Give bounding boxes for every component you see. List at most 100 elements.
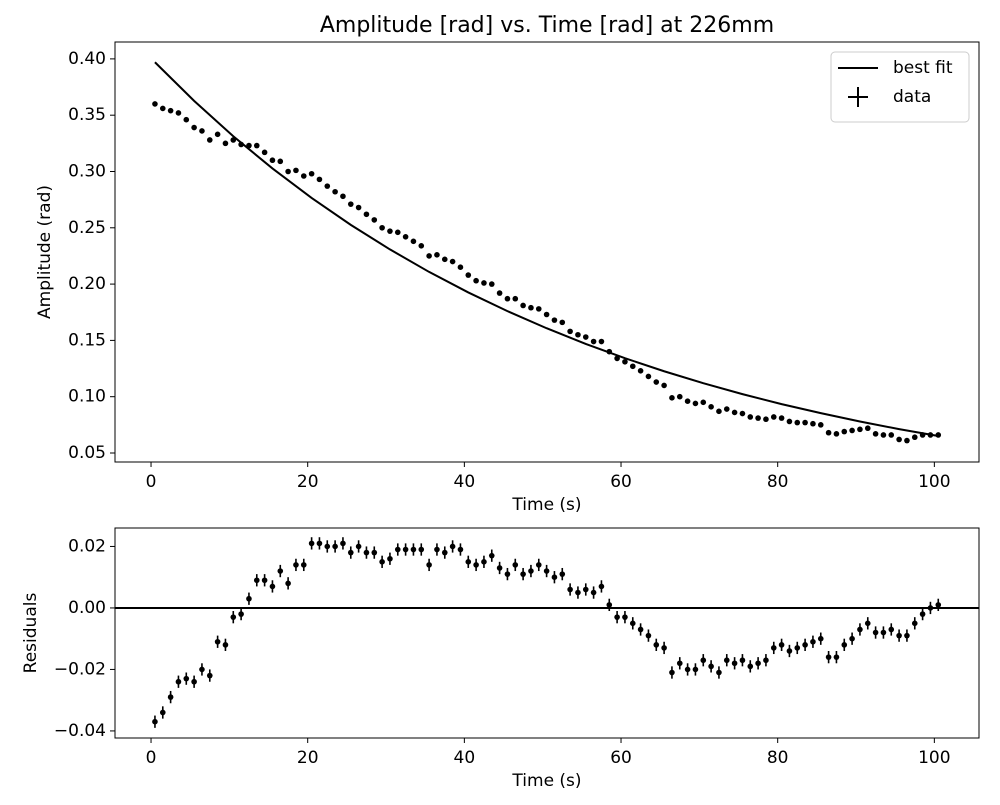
data-point bbox=[904, 437, 910, 444]
data-point bbox=[794, 419, 801, 426]
data-point bbox=[864, 620, 871, 627]
data-point bbox=[739, 410, 746, 417]
y-tick-label: 0.25 bbox=[68, 218, 106, 238]
data-point bbox=[575, 331, 581, 338]
data-point bbox=[394, 229, 401, 236]
data-point bbox=[167, 107, 174, 114]
data-point bbox=[261, 149, 268, 156]
data-point bbox=[739, 657, 746, 664]
data-point bbox=[230, 137, 237, 143]
data-point bbox=[535, 306, 542, 312]
data-point bbox=[473, 277, 479, 284]
data-point bbox=[653, 379, 660, 385]
data-point bbox=[441, 549, 448, 556]
data-point bbox=[230, 614, 237, 620]
data-point bbox=[817, 422, 824, 428]
data-point bbox=[598, 338, 605, 345]
y-tick-label: 0.20 bbox=[68, 274, 106, 294]
data-point bbox=[716, 408, 722, 415]
data-point bbox=[457, 546, 464, 553]
data-point bbox=[175, 678, 182, 685]
legend-label: best fit bbox=[893, 58, 953, 78]
x-tick-label: 100 bbox=[918, 472, 950, 492]
y-tick-label: 0.30 bbox=[68, 161, 106, 181]
data-point bbox=[183, 116, 190, 123]
data-point bbox=[206, 137, 213, 143]
y-tick-label: 0.02 bbox=[68, 536, 106, 556]
data-point bbox=[222, 642, 229, 648]
data-point bbox=[504, 571, 511, 577]
data-point bbox=[637, 367, 644, 374]
data-point bbox=[152, 101, 158, 107]
data-point bbox=[308, 170, 315, 177]
data-point bbox=[269, 157, 276, 164]
data-point bbox=[582, 334, 589, 340]
data-point bbox=[277, 568, 284, 574]
data-point bbox=[191, 678, 197, 685]
data-point bbox=[692, 666, 699, 673]
data-point bbox=[363, 211, 370, 218]
data-point bbox=[708, 404, 714, 410]
data-point bbox=[363, 549, 370, 556]
data-point bbox=[253, 577, 260, 584]
data-point bbox=[802, 419, 808, 426]
data-point bbox=[919, 432, 926, 438]
data-point bbox=[449, 258, 456, 265]
data-point bbox=[488, 281, 495, 287]
data-point bbox=[825, 429, 832, 436]
data-point bbox=[692, 400, 699, 407]
data-point bbox=[747, 414, 754, 420]
data-point bbox=[512, 295, 519, 302]
data-point bbox=[379, 559, 385, 565]
data-point bbox=[434, 252, 440, 258]
data-point bbox=[755, 415, 761, 421]
data-point bbox=[379, 224, 385, 231]
data-point bbox=[661, 645, 667, 651]
data-point bbox=[199, 666, 205, 673]
x-tick-label: 0 bbox=[146, 748, 157, 768]
data-point bbox=[387, 228, 393, 234]
data-point bbox=[434, 546, 440, 553]
data-point bbox=[810, 420, 816, 427]
data-point bbox=[528, 568, 534, 574]
chart-title: Amplitude [rad] vs. Time [rad] at 226mm bbox=[320, 13, 774, 38]
data-point bbox=[606, 602, 613, 608]
data-point bbox=[543, 311, 550, 318]
data-point bbox=[629, 363, 636, 370]
data-point bbox=[402, 233, 409, 240]
data-point bbox=[731, 409, 738, 416]
data-point bbox=[183, 675, 190, 682]
data-point bbox=[849, 427, 855, 434]
data-point bbox=[340, 540, 346, 547]
data-point bbox=[880, 432, 887, 438]
y-axis-label: Amplitude (rad) bbox=[35, 185, 55, 319]
data-point bbox=[238, 611, 244, 617]
data-point bbox=[911, 434, 918, 441]
data-point bbox=[645, 373, 652, 380]
data-point bbox=[340, 193, 346, 200]
data-point bbox=[316, 540, 323, 547]
data-point bbox=[402, 546, 409, 553]
data-point bbox=[308, 540, 315, 547]
data-point bbox=[206, 672, 213, 679]
data-point bbox=[191, 124, 197, 131]
data-point bbox=[520, 571, 526, 577]
y-tick-label: 0.40 bbox=[68, 49, 106, 69]
data-point bbox=[684, 666, 691, 673]
data-point bbox=[355, 543, 362, 550]
data-point bbox=[520, 302, 526, 309]
data-point bbox=[332, 188, 338, 195]
data-point bbox=[872, 431, 879, 437]
data-point bbox=[465, 272, 472, 278]
data-point bbox=[896, 436, 902, 443]
data-point bbox=[418, 243, 425, 249]
x-axis-label: Time (s) bbox=[511, 771, 581, 791]
x-tick-label: 80 bbox=[767, 472, 789, 492]
data-point bbox=[802, 642, 808, 648]
data-point bbox=[293, 167, 299, 174]
data-point bbox=[504, 295, 511, 302]
legend-label: data bbox=[893, 87, 931, 107]
data-point bbox=[481, 280, 487, 286]
x-tick-label: 20 bbox=[297, 472, 319, 492]
